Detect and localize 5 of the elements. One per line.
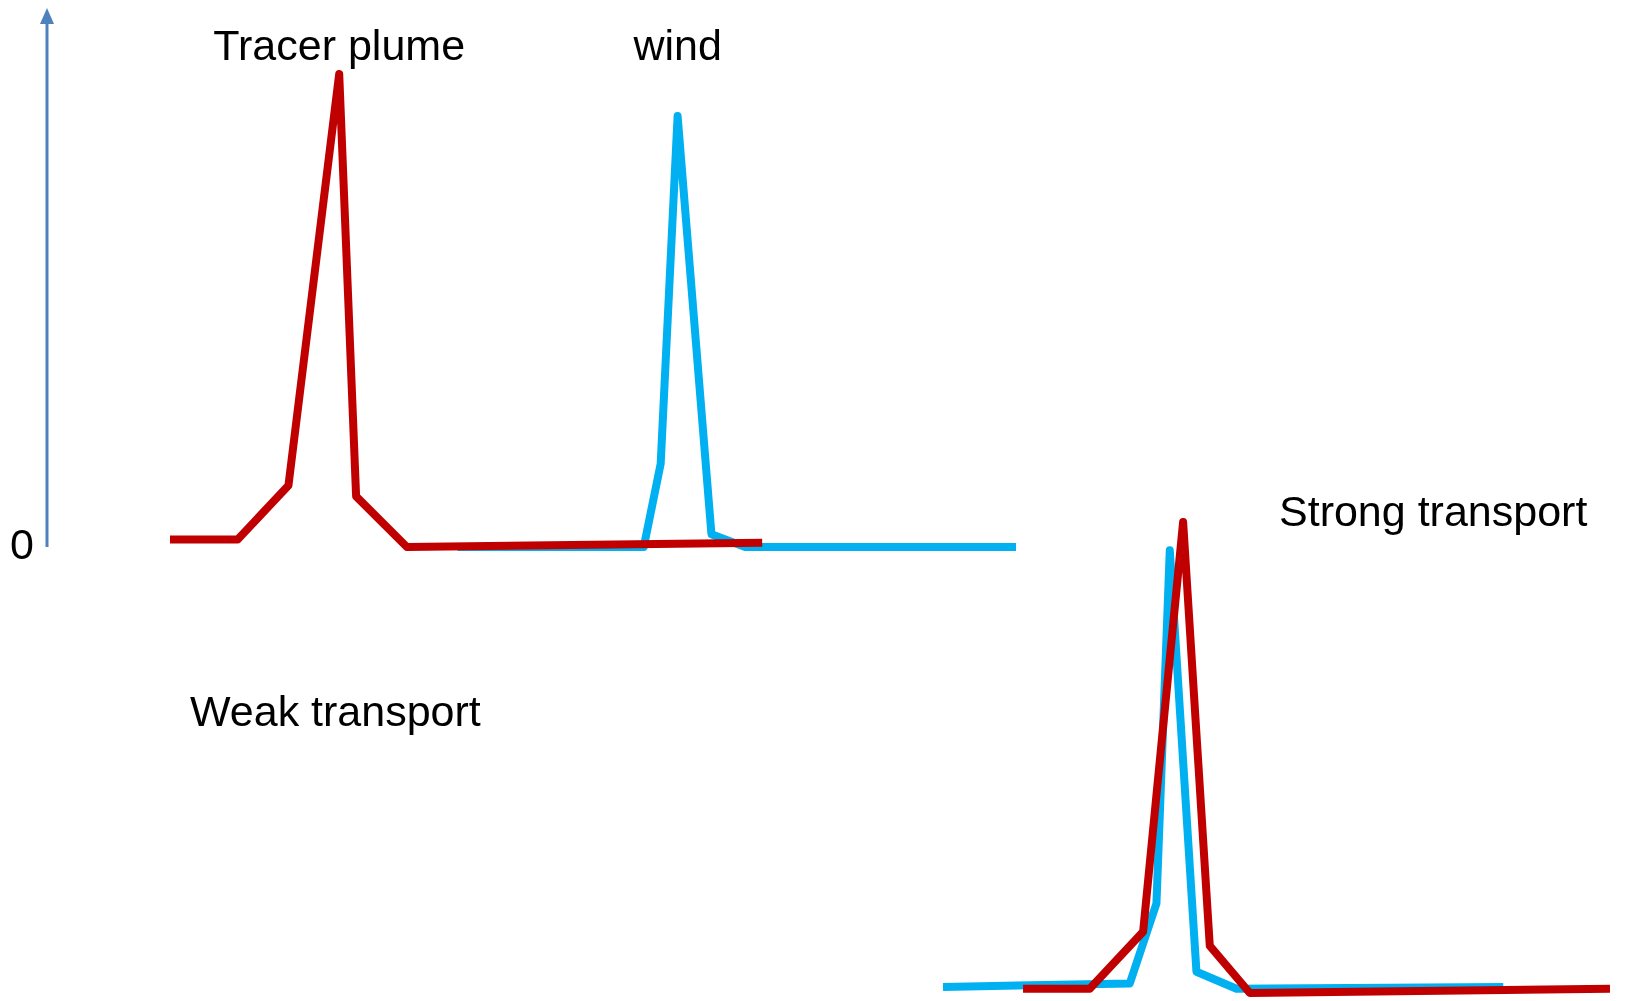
text: 0	[10, 519, 34, 568]
chart-title: Strong transport	[1279, 487, 1588, 535]
series-label: Tracer plume	[213, 20, 466, 69]
series-label: wind	[632, 20, 722, 69]
text: Weak transport	[190, 687, 481, 735]
